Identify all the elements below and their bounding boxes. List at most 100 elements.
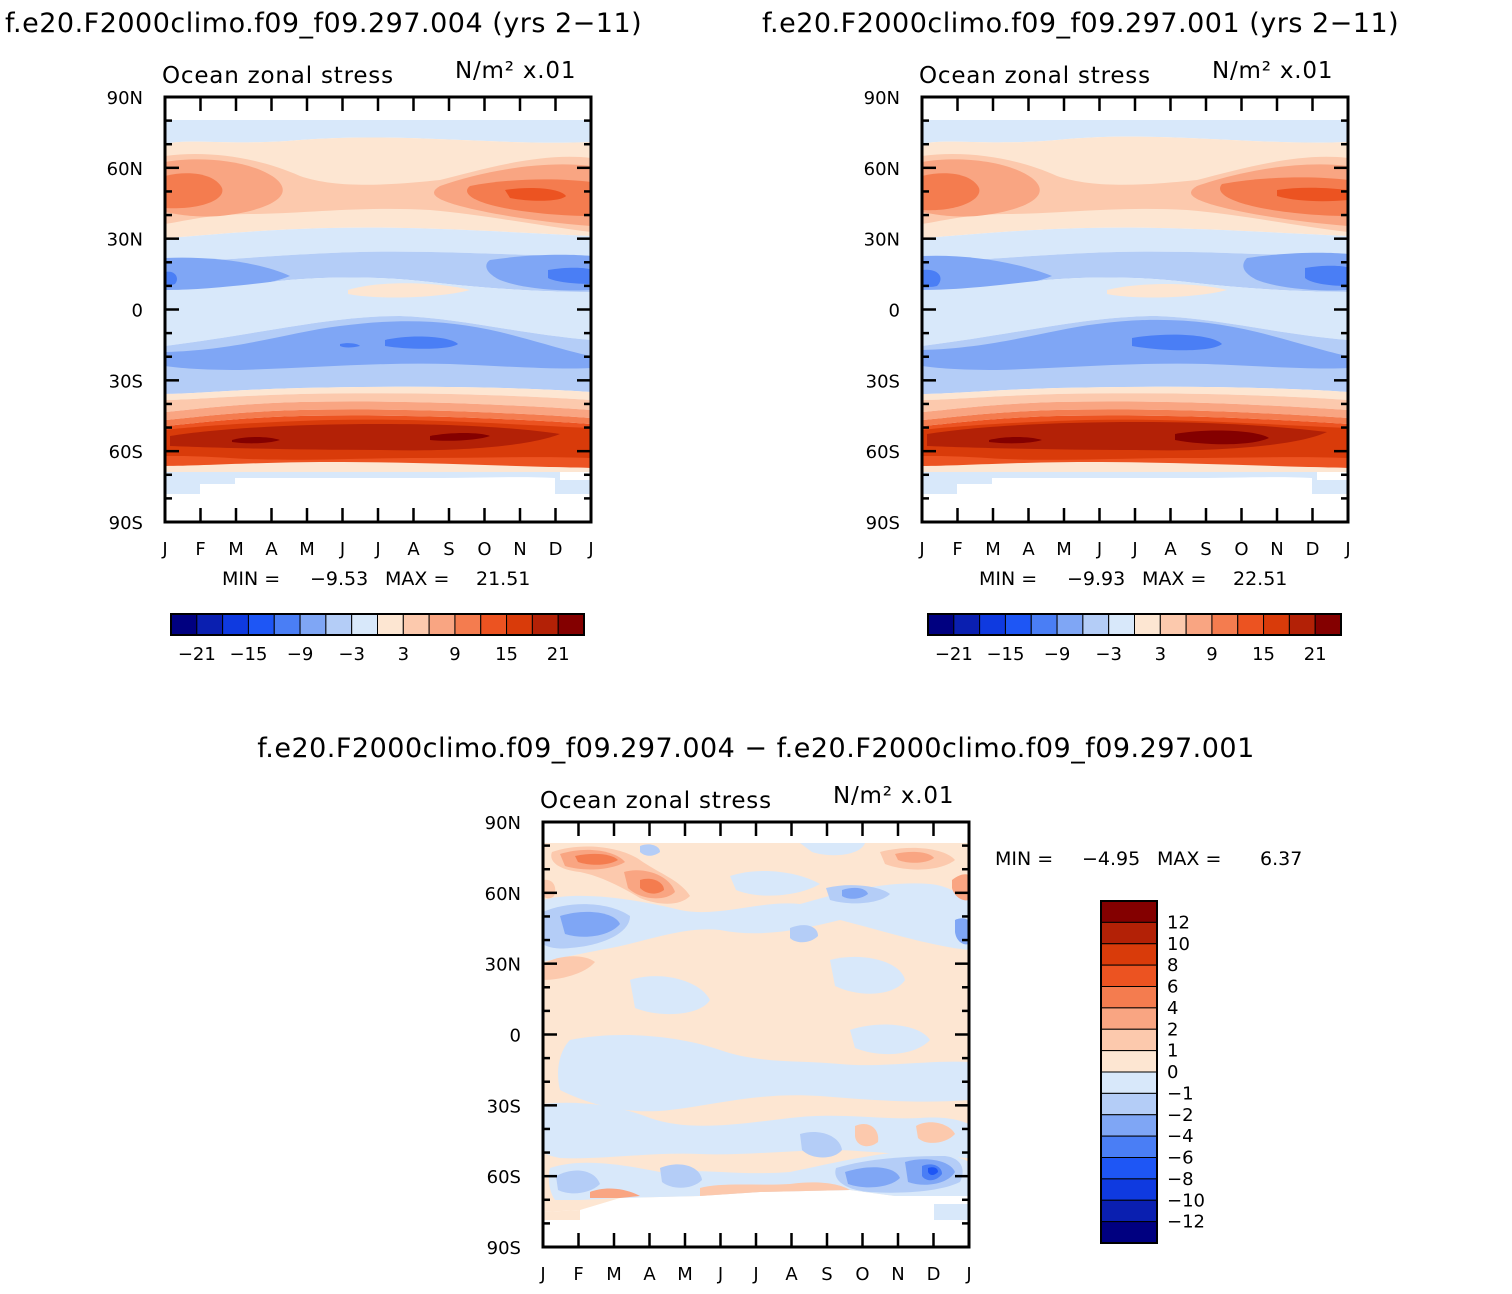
band-core-max-1 [232, 437, 280, 444]
y-tick-label: 90N [864, 88, 900, 109]
x-tick-label: F [952, 539, 962, 560]
x-tick-label: D [549, 539, 563, 560]
x-tick-label: M [299, 539, 315, 560]
x-tick-label: O [1234, 539, 1248, 560]
colorbar-swatch [557, 613, 585, 636]
band-n22-n5 [922, 251, 1348, 292]
cool-patch-n45-west-core [560, 911, 620, 937]
min-value: −9.93 [1067, 568, 1125, 590]
y-tick-label: 30N [864, 230, 900, 251]
band-n20-n8-deep [165, 257, 290, 291]
contour-field [165, 97, 591, 522]
colorbar-label: 15 [1252, 644, 1275, 665]
colorbar-swatch [1134, 613, 1161, 636]
cool-patch-n55-east-core [842, 887, 868, 899]
cool-patch-s10 [558, 1035, 969, 1112]
y-tick-label: 0 [510, 1026, 521, 1047]
max-value: 22.51 [1233, 568, 1287, 590]
colorbar-label: 9 [449, 644, 460, 665]
panel-top-left: f.e20.F2000climo.f09_f09.297.004 (yrs 2−… [5, 8, 642, 665]
warm-patch-s67-west [590, 1188, 640, 1198]
x-tick-label: J [161, 539, 167, 560]
x-tick-label: J [717, 1264, 723, 1285]
max-label: MAX = [1157, 848, 1221, 870]
x-tick-label: M [606, 1264, 622, 1285]
warm-patch-n62-core [640, 878, 664, 894]
band-n30-n20 [165, 227, 591, 262]
x-tick-label: O [855, 1264, 869, 1285]
x-tick-label: A [1164, 539, 1177, 560]
y-tick-label: 30N [107, 230, 143, 251]
colorbar-swatch [1237, 613, 1265, 636]
y-tick-label: 60S [866, 442, 900, 463]
x-tick-label: F [573, 1264, 583, 1285]
colorbar-swatch [1100, 1157, 1158, 1180]
colorbar-swatch [1100, 943, 1158, 966]
colorbar-frame [1100, 900, 1158, 1244]
y-tick-label: 60N [485, 884, 521, 905]
band-n80-n68 [165, 120, 591, 144]
y-tick-label: 90S [866, 513, 900, 534]
x-tick-label: J [918, 539, 924, 560]
warm-patch-s45-far-east [916, 1122, 955, 1143]
colorbar-label: 21 [1304, 644, 1327, 665]
colorbar-label: 12 [1167, 912, 1190, 933]
colorbar-label: 3 [1155, 644, 1166, 665]
cool-patch-east-edge [955, 918, 969, 945]
colorbar-swatch [222, 613, 249, 636]
x-tick-label: S [821, 1264, 832, 1285]
colorbar-swatch [1100, 1028, 1158, 1052]
x-tick-label: M [985, 539, 1001, 560]
band-s30-s38 [165, 386, 591, 400]
cool-patch-n80-top [800, 843, 865, 856]
x-tick-label: N [1270, 539, 1283, 560]
colorbar-swatch [299, 613, 327, 636]
band-s42-s47 [922, 401, 1348, 420]
colorbar-label: 8 [1167, 955, 1178, 976]
panel-top-right: f.e20.F2000climo.f09_f09.297.001 (yrs 2−… [762, 8, 1399, 665]
colorbar-swatch [1288, 613, 1316, 636]
x-tick-label: J [965, 1264, 971, 1285]
warm-patch-n30 [543, 956, 595, 980]
band-n15-west-core [165, 271, 177, 285]
cool-patch-eq-east [850, 1024, 930, 1055]
colorbar-swatch [927, 613, 955, 636]
band-core-max-2 [430, 433, 490, 441]
max-value: 6.37 [1260, 848, 1302, 870]
panel-title: f.e20.F2000climo.f09_f09.297.004 (yrs 2−… [5, 8, 642, 39]
x-tick-label: N [891, 1264, 904, 1285]
colorbar-swatch [1314, 613, 1342, 636]
panel-bottom-diff: f.e20.F2000climo.f09_f09.297.004 − f.e20… [257, 733, 1302, 1285]
stats-line: MIN = −4.95 MAX = 6.37 [995, 848, 1302, 870]
band-n22-n5 [165, 251, 591, 292]
cool-patch-n35-east [790, 925, 818, 943]
colorbar-swatch [531, 613, 559, 636]
band-s30-s38 [922, 386, 1348, 400]
colorbar-label: −15 [229, 644, 267, 665]
cool-patch-s45-a [800, 1131, 842, 1158]
cool-patch-n20-east [830, 956, 905, 994]
x-tick-label: J [374, 539, 380, 560]
colorbar-swatch [1100, 1071, 1158, 1094]
band-s13-core [1132, 334, 1222, 351]
x-tick-label: S [443, 539, 454, 560]
colorbar-swatch [1100, 1114, 1158, 1137]
min-value: −9.53 [310, 568, 368, 590]
cool-patch-n55-a [730, 870, 820, 896]
plot-left-label: Ocean zonal stress [919, 63, 1151, 89]
colorbar-swatch [377, 613, 404, 636]
warm-patch-n75-hot [575, 853, 618, 865]
plot-units-label: N/m² x.01 [455, 58, 576, 84]
x-tick-label: J [587, 539, 593, 560]
y-tick-label: 90N [485, 813, 521, 834]
cool-patch-s60-east-core-2 [928, 1167, 938, 1175]
min-value: −4.95 [1082, 848, 1140, 870]
band-eq-warm [348, 283, 470, 298]
colorbar-label: −1 [1167, 1083, 1194, 1104]
y-tick-label: 60S [487, 1167, 521, 1188]
x-tick-label: J [339, 539, 345, 560]
colorbar-swatch [402, 613, 430, 636]
